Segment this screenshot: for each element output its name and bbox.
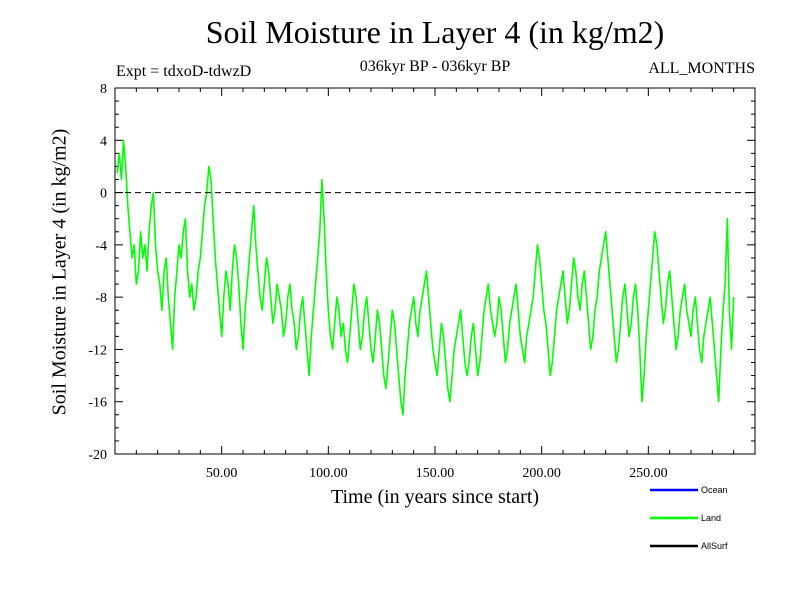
x-tick-label: 200.00	[522, 466, 561, 481]
experiment-label: Expt = tdxoD-tdwzD	[116, 63, 252, 80]
x-tick-label: 250.00	[629, 466, 668, 481]
legend-label-allsurf: AllSurf	[701, 541, 728, 551]
y-tick-label: -4	[95, 239, 107, 254]
legend: Ocean Land AllSurf	[650, 485, 728, 551]
x-tick-label: 50.00	[206, 466, 238, 481]
y-tick-label: 8	[100, 82, 107, 97]
y-tick-label: 4	[100, 134, 107, 149]
chart-title: Soil Moisture in Layer 4 (in kg/m2)	[205, 14, 665, 50]
x-tick-label: 150.00	[416, 466, 455, 481]
series-line-land	[116, 139, 735, 416]
y-tick-label: -16	[88, 396, 107, 411]
y-tick-label: -8	[95, 291, 107, 306]
y-tick-label: -20	[88, 448, 107, 463]
legend-label-ocean: Ocean	[701, 485, 728, 495]
plot-frame	[114, 87, 756, 455]
y-tick-label: -12	[88, 343, 107, 358]
x-tick-label: 100.00	[309, 466, 348, 481]
legend-label-land: Land	[701, 513, 721, 523]
x-axis-label: Time (in years since start)	[330, 486, 540, 508]
y-tick-label: 0	[100, 187, 107, 202]
axis-ticks: 8 4 0 -4 -8 -12 -16 -20 50.00 100.00 150.00 200.00 2…	[88, 82, 755, 481]
chart-subtitle: 036kyr BP - 036kyr BP	[359, 58, 511, 75]
series-layer	[116, 139, 735, 416]
period-label: ALL_MONTHS	[648, 60, 755, 77]
